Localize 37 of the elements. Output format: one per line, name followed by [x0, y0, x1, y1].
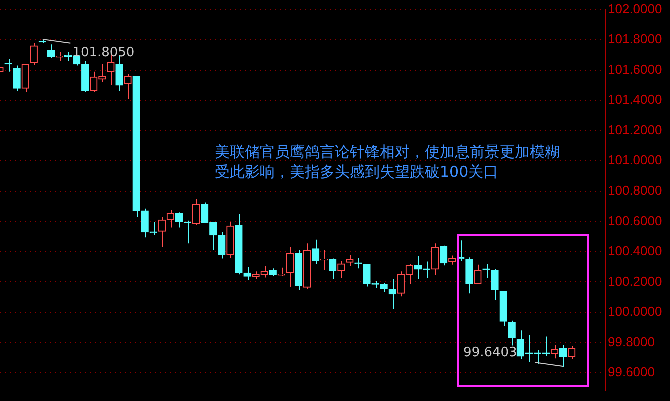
candlestick [124, 74, 132, 100]
candlestick [22, 64, 30, 93]
y-tick-label: 101.6000 [608, 62, 662, 77]
y-tick-label: 102.0000 [608, 1, 662, 16]
candlestick [286, 246, 294, 288]
candlestick [508, 320, 516, 346]
candlestick [346, 254, 354, 267]
candlestick [380, 282, 388, 293]
candlestick [550, 344, 559, 360]
y-tick-label: 101.8000 [608, 32, 662, 47]
y-tick-label: 101.4000 [608, 92, 662, 108]
candlestick [30, 42, 38, 66]
candlestick [56, 52, 64, 62]
annotation: 99.6403 [464, 345, 518, 360]
candlestick [474, 264, 482, 285]
annotation: 美联储官员鹰鸽言论针锋相对，使加息前景更加模糊 [215, 142, 560, 161]
y-tick-label: 100.0000 [608, 304, 662, 320]
annotation: 101.8050 [72, 46, 135, 61]
annotation: 受此影响，美指多头感到失望跌破100关口 [215, 162, 499, 181]
y-tick-label: 101.2000 [608, 122, 662, 138]
candlestick [388, 278, 396, 310]
y-tick-label: 100.4000 [608, 244, 662, 259]
y-tick-label: 100.2000 [608, 274, 662, 289]
candlestick [466, 257, 474, 294]
candlestick [338, 260, 346, 279]
candlestick [13, 65, 21, 92]
candlestick [192, 198, 200, 226]
candlestick [491, 268, 499, 301]
candlestick [431, 243, 440, 276]
y-tick-label: 99.6000 [608, 364, 655, 380]
y-tick-label: 100.8000 [608, 182, 662, 198]
y-tick-label: 100.6000 [608, 213, 662, 228]
y-tick-label: 101.0000 [608, 152, 662, 168]
candlestick [354, 258, 362, 270]
candlestick [312, 239, 320, 265]
candlestick [440, 245, 448, 266]
y-tick-label: 99.8000 [608, 334, 655, 350]
